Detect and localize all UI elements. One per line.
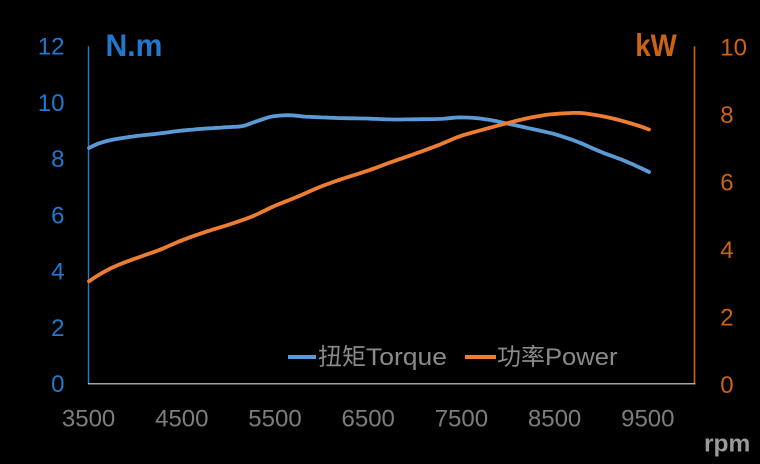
svg-text:rpm: rpm	[704, 431, 750, 458]
svg-text:7500: 7500	[435, 406, 488, 433]
svg-text:0: 0	[51, 371, 64, 398]
svg-text:Torque: Torque	[366, 344, 447, 371]
svg-text:5500: 5500	[248, 406, 301, 433]
svg-text:2: 2	[51, 315, 64, 342]
svg-text:12: 12	[38, 34, 65, 61]
svg-text:Power: Power	[545, 344, 618, 371]
svg-text:6: 6	[51, 202, 64, 229]
svg-text:10: 10	[720, 35, 747, 62]
svg-text:2: 2	[720, 304, 733, 331]
svg-text:0: 0	[720, 372, 733, 399]
svg-text:4500: 4500	[155, 406, 208, 433]
svg-text:4: 4	[51, 259, 64, 286]
svg-text:6500: 6500	[342, 406, 395, 433]
svg-text:3500: 3500	[62, 406, 115, 433]
svg-text:kW: kW	[635, 27, 677, 63]
svg-text:10: 10	[38, 90, 65, 117]
svg-text:6: 6	[720, 170, 733, 197]
svg-text:8: 8	[51, 146, 64, 173]
svg-text:9500: 9500	[621, 406, 674, 433]
svg-text:4: 4	[720, 237, 733, 264]
svg-text:8: 8	[720, 102, 733, 129]
svg-text:N.m: N.m	[106, 27, 163, 63]
svg-text:8500: 8500	[528, 406, 581, 433]
